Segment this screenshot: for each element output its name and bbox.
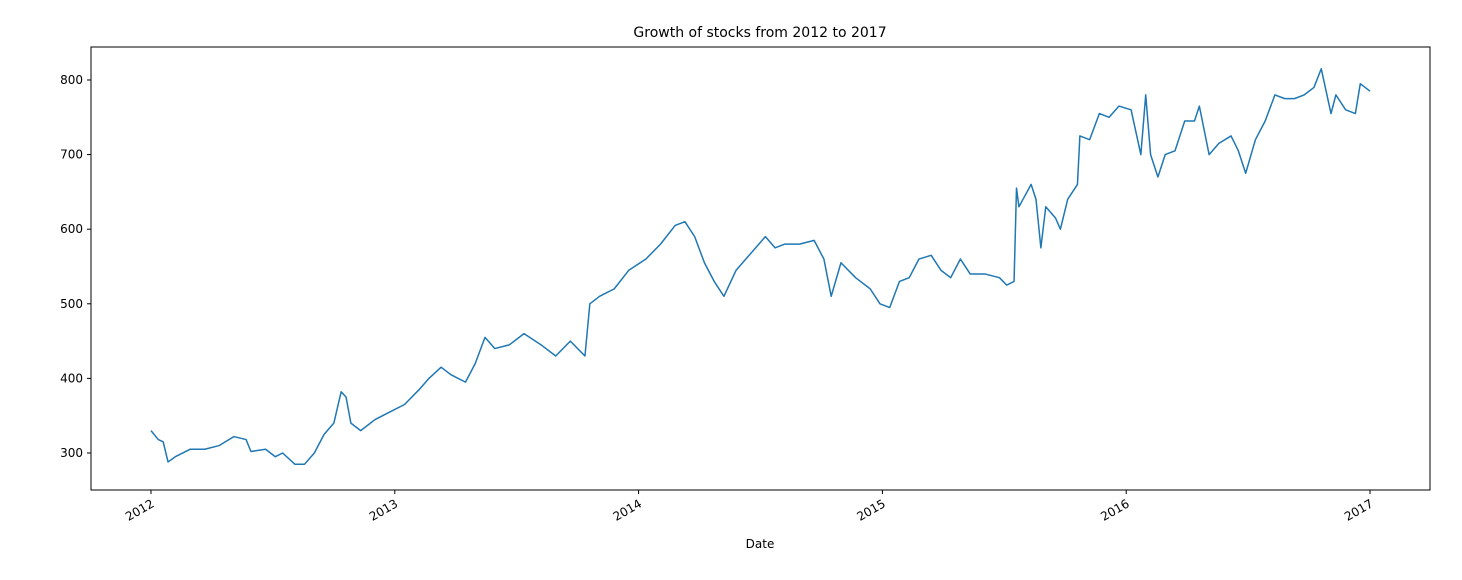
x-tick-label: 2012	[123, 496, 156, 523]
y-tick-label: 800	[60, 73, 83, 87]
line	[150, 68, 1371, 465]
x-tick-label: 2013	[367, 496, 400, 523]
y-tick-label: 500	[60, 297, 83, 311]
x-tick-label: 2016	[1098, 496, 1131, 523]
y-tick-label: 300	[60, 446, 83, 460]
y-tick-label: 400	[60, 371, 83, 385]
y-tick-label: 600	[60, 222, 83, 236]
x-tick-label: 2014	[611, 496, 644, 523]
x-tick-label: 2015	[854, 496, 887, 523]
chart-title: Growth of stocks from 2012 to 2017	[633, 25, 886, 41]
x-axis-label: Date	[746, 537, 775, 551]
plot-frame	[90, 46, 1431, 491]
y-tick-label: 700	[60, 148, 83, 162]
x-tick-label: 2017	[1342, 496, 1375, 523]
